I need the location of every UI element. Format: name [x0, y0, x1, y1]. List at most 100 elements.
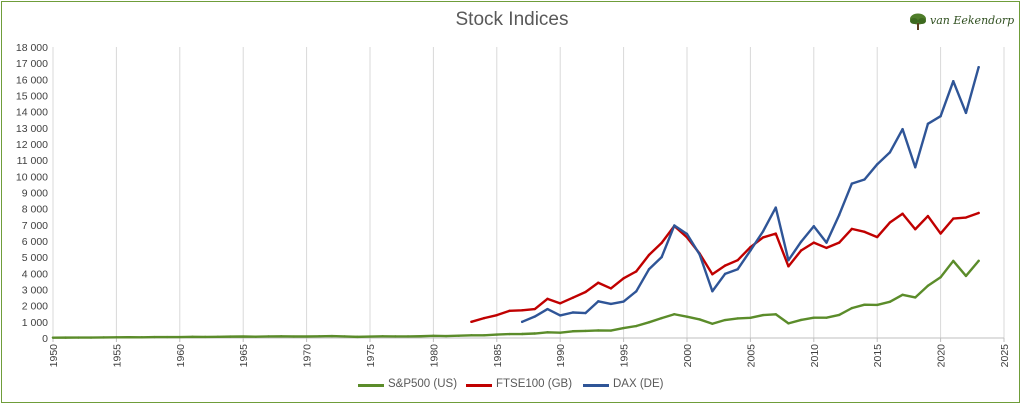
data-point [406, 335, 410, 338]
data-point [926, 284, 930, 287]
data-point [597, 281, 600, 284]
brand-logo: van Eekendorp [908, 12, 1018, 34]
data-point [597, 300, 600, 303]
data-point [825, 316, 828, 319]
data-point [305, 335, 308, 338]
data-point [964, 274, 968, 278]
data-point [977, 259, 980, 263]
data-point [901, 212, 904, 215]
logo-text: van Eekendorp [930, 14, 1015, 27]
x-tick-label: 2020 [936, 344, 948, 368]
data-point [952, 217, 955, 220]
data-point [761, 313, 765, 317]
data-point [267, 335, 270, 338]
data-point [812, 225, 815, 228]
data-point [292, 335, 296, 338]
y-tick-label: 18 000 [16, 42, 48, 54]
data-point [571, 330, 575, 333]
x-tick-label: 2000 [682, 344, 694, 368]
data-point [444, 334, 448, 338]
data-point [609, 287, 613, 290]
data-point [153, 335, 156, 339]
data-point [609, 329, 613, 332]
data-point [520, 309, 524, 312]
data-point [533, 332, 537, 335]
data-point [837, 213, 841, 217]
x-tick-label: 2010 [809, 344, 821, 368]
data-point [64, 336, 67, 339]
data-point [774, 206, 777, 209]
y-tick-label: 5 000 [22, 252, 48, 264]
data-point [761, 230, 765, 233]
data-point [863, 230, 866, 234]
data-point [850, 306, 854, 310]
data-point [698, 318, 701, 321]
data-point [787, 259, 790, 262]
data-point [546, 297, 549, 301]
data-point [952, 79, 955, 83]
data-point [901, 293, 904, 296]
data-point [597, 329, 600, 332]
y-tick-label: 6 000 [22, 236, 48, 248]
x-tick-label: 1965 [238, 344, 250, 368]
data-point [432, 334, 435, 338]
tree-icon [910, 13, 926, 30]
data-point [216, 335, 220, 338]
y-tick-label: 12 000 [16, 139, 48, 151]
data-point [711, 322, 714, 325]
x-tick-label: 1970 [302, 344, 314, 368]
x-tick-labels: 1950 1955 1960 1965 1970 1975 1980 1985 1990 1995… [48, 344, 1011, 368]
legend-label: FTSE100 (GB) [496, 378, 573, 390]
data-point [812, 316, 815, 319]
x-tick-label: 1955 [111, 344, 123, 368]
data-point [888, 221, 892, 224]
data-point [330, 334, 334, 338]
data-point [685, 232, 689, 236]
data-point [140, 336, 143, 339]
data-point [888, 151, 892, 154]
data-point [787, 265, 790, 268]
y-tick-label: 0 [42, 333, 48, 345]
data-point [622, 300, 625, 303]
data-point [470, 320, 473, 324]
data-point [850, 182, 854, 185]
data-point [799, 249, 803, 252]
data-point [280, 335, 283, 338]
y-tick-label: 4 000 [22, 268, 48, 280]
data-point [736, 258, 739, 262]
data-point [127, 336, 131, 339]
data-point [863, 303, 866, 306]
data-point [470, 334, 473, 337]
data-point [825, 246, 828, 250]
data-point [622, 277, 625, 280]
data-point [711, 290, 714, 293]
data-point [901, 127, 904, 131]
data-point [914, 166, 917, 169]
data-point [977, 65, 980, 69]
data-point [647, 268, 651, 271]
data-point [926, 214, 930, 218]
data-point [609, 302, 613, 306]
data-point [368, 335, 372, 338]
data-point [939, 232, 942, 235]
data-point [876, 303, 879, 307]
y-tick-label: 3 000 [22, 285, 48, 297]
series-line-s-p500-us [51, 259, 980, 339]
data-point [939, 115, 942, 118]
data-point [837, 241, 841, 244]
series-points-s-p500-us [51, 259, 980, 339]
x-tick-label: 1960 [175, 344, 187, 368]
data-point [381, 335, 384, 338]
data-point [749, 316, 752, 320]
data-point [571, 311, 575, 314]
x-tick-label: 1980 [428, 344, 440, 368]
y-tick-label: 13 000 [16, 123, 48, 135]
data-point [89, 336, 93, 339]
x-tick-label: 2015 [872, 344, 884, 368]
data-point [584, 290, 587, 294]
y-tick-label: 11 000 [17, 155, 48, 167]
series-line-ftse100-gb [470, 211, 980, 324]
x-tick-label: 1990 [555, 344, 567, 368]
data-point [520, 320, 524, 324]
data-point [685, 315, 689, 318]
